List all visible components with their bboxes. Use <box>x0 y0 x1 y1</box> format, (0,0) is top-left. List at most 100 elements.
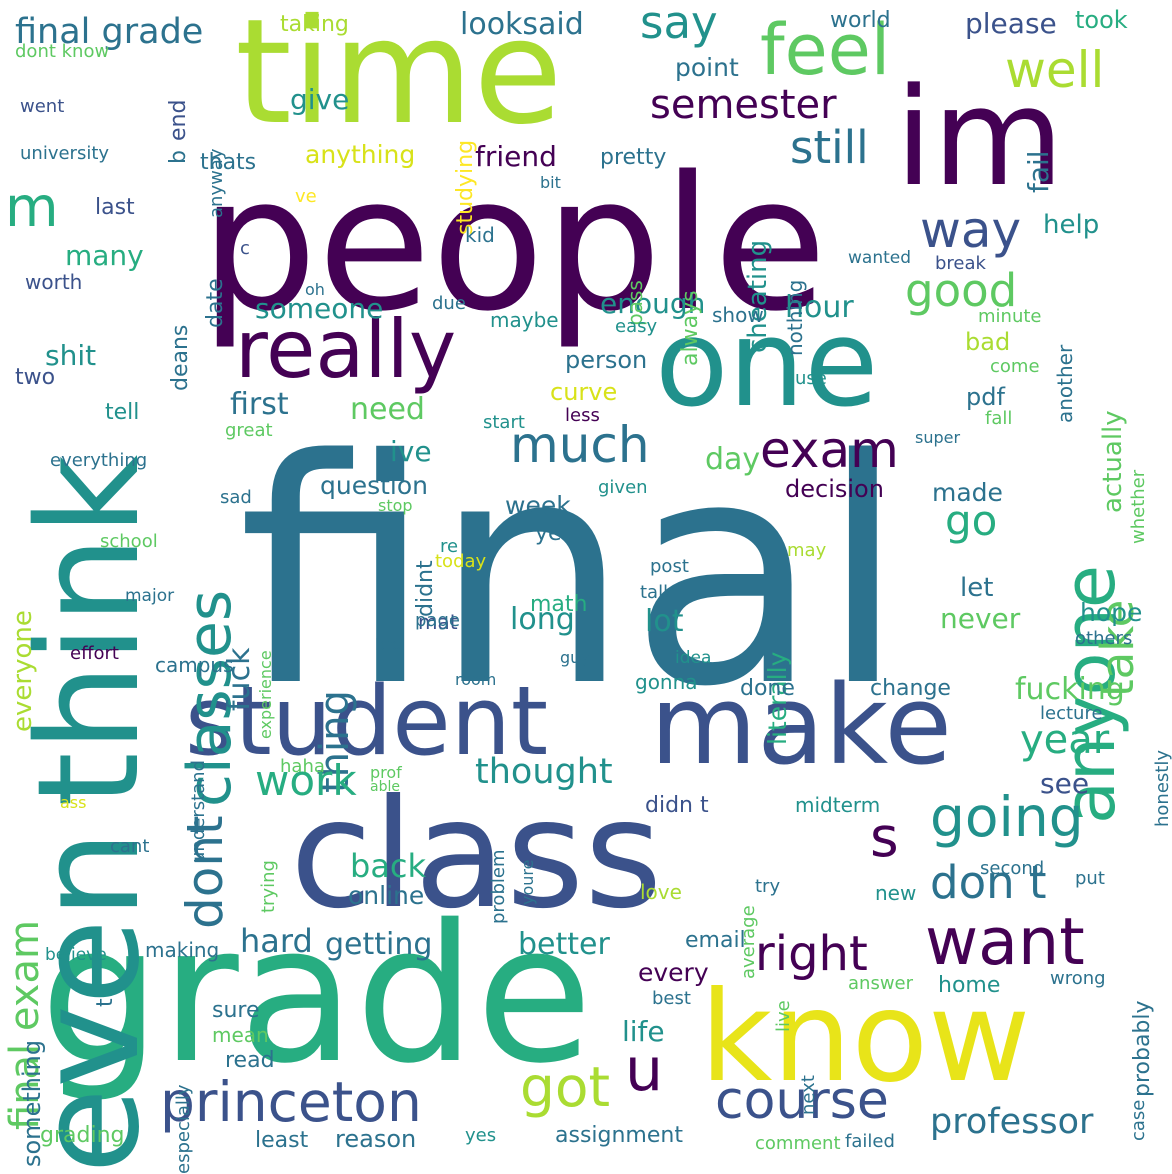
cloud-word: use <box>795 368 827 389</box>
cloud-word: sad <box>220 487 252 508</box>
cloud-word: haha <box>280 756 325 777</box>
cloud-word: feel <box>760 9 891 91</box>
cloud-word: wrong <box>1050 968 1106 989</box>
cloud-word: grade <box>40 884 593 1105</box>
cloud-word: didn t <box>645 793 709 818</box>
cloud-word: idea <box>675 648 712 668</box>
cloud-word: didnt <box>413 560 438 617</box>
cloud-word: easy <box>615 316 658 337</box>
cloud-word: year <box>1020 717 1110 763</box>
cloud-word: s <box>870 805 899 869</box>
cloud-word: second <box>980 858 1045 879</box>
cloud-word: new <box>875 881 917 905</box>
cloud-word: always <box>678 290 703 366</box>
cloud-word: professor <box>930 1102 1094 1142</box>
cloud-word: princeton <box>160 1070 422 1134</box>
cloud-word: show <box>712 303 764 327</box>
cloud-word: experience <box>256 650 275 739</box>
cloud-word: ass <box>60 793 87 812</box>
cloud-word: studying <box>453 139 478 235</box>
cloud-word: grading <box>40 1123 125 1148</box>
cloud-word: getting <box>325 927 433 962</box>
cloud-word: t <box>93 998 118 1007</box>
cloud-word: course <box>715 1071 889 1131</box>
cloud-word: others <box>1075 628 1133 649</box>
cloud-word: bit <box>540 173 561 192</box>
cloud-word: great <box>225 420 273 441</box>
cloud-word: change <box>870 676 951 701</box>
cloud-word: make <box>650 661 953 789</box>
cloud-word: right <box>755 926 868 982</box>
cloud-word: week <box>505 491 571 520</box>
cloud-word: kid <box>465 223 495 247</box>
cloud-word: read <box>225 1048 275 1073</box>
cloud-word: room <box>455 670 497 689</box>
cloud-word: time <box>235 0 563 157</box>
cloud-word: email <box>685 928 746 953</box>
cloud-word: another <box>1053 344 1077 423</box>
cloud-word: thats <box>200 150 257 175</box>
cloud-word: worth <box>25 270 83 294</box>
cloud-word: making <box>145 938 220 962</box>
cloud-word: home <box>938 973 1001 998</box>
cloud-word: go <box>945 496 998 545</box>
cloud-word: work <box>255 756 357 805</box>
cloud-word: mat <box>418 610 458 634</box>
cloud-word: problem <box>488 849 509 924</box>
cloud-word: fall <box>985 408 1013 429</box>
cloud-word: much <box>510 416 650 474</box>
cloud-word: fail <box>1022 150 1055 193</box>
cloud-word: b <box>166 150 191 164</box>
cloud-word: curve <box>550 378 618 406</box>
cloud-word: point <box>675 53 739 82</box>
cloud-word: lot <box>645 604 684 639</box>
cloud-word: shit <box>45 339 97 372</box>
cloud-word: hour <box>785 290 854 325</box>
cloud-word: need <box>350 392 425 427</box>
cloud-word: answer <box>848 973 914 994</box>
cloud-word: see <box>1040 767 1090 800</box>
cloud-word: don t <box>930 856 1047 909</box>
cloud-word: oh <box>305 280 325 299</box>
cloud-word: today <box>435 551 487 572</box>
cloud-word: student <box>185 667 549 777</box>
cloud-word: better <box>518 927 610 962</box>
cloud-word: youre <box>518 859 537 905</box>
cloud-word: failed <box>845 1131 895 1152</box>
cloud-word: page <box>415 610 460 631</box>
cloud-word: m <box>5 175 59 239</box>
cloud-word: end <box>166 99 191 141</box>
cloud-word: enough <box>600 287 706 320</box>
cloud-word: everything <box>50 450 148 471</box>
cloud-word: gonna <box>635 670 698 694</box>
cloud-word: people <box>200 136 828 352</box>
cloud-word: break <box>935 253 986 274</box>
cloud-word: day <box>705 442 761 477</box>
cloud-word: hope <box>1080 598 1143 627</box>
cloud-word: exam <box>760 421 899 479</box>
cloud-word: c <box>240 238 250 259</box>
cloud-word: tell <box>105 400 140 425</box>
cloud-word: give <box>290 83 350 116</box>
cloud-word: guy <box>560 648 590 667</box>
cloud-word: first <box>230 387 289 422</box>
cloud-word: mean <box>212 1023 269 1047</box>
cloud-word: dont know <box>15 41 110 62</box>
cloud-word: midterm <box>795 793 881 817</box>
cloud-word: know <box>700 965 1031 1110</box>
cloud-word: date <box>203 278 228 328</box>
cloud-word: school <box>100 531 158 552</box>
cloud-word: semester <box>650 82 837 128</box>
cloud-word: say <box>640 0 718 49</box>
cloud-word: please <box>965 7 1057 40</box>
cloud-word: love <box>640 880 682 904</box>
cloud-word: assignment <box>555 1123 683 1148</box>
cloud-word: last <box>95 195 135 220</box>
cloud-word: think <box>8 454 171 807</box>
cloud-word: cant <box>110 836 150 857</box>
cloud-word: u <box>625 1035 664 1105</box>
cloud-word: took <box>1075 6 1128 34</box>
cloud-word: wanted <box>848 248 912 268</box>
cloud-word: next <box>798 1075 819 1115</box>
cloud-word: back <box>350 847 427 885</box>
